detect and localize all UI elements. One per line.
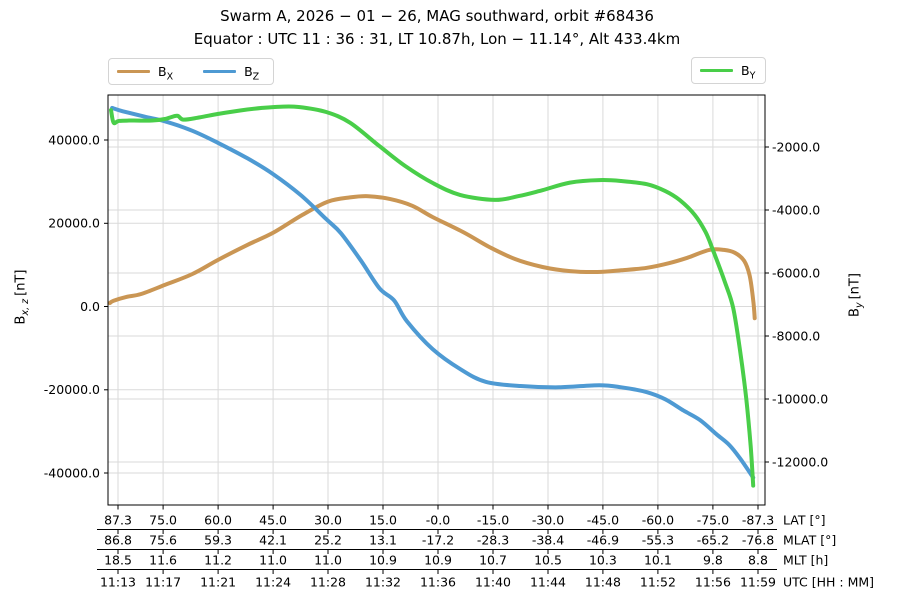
- grid: [108, 95, 765, 505]
- bottom-tick-label-lat: 45.0: [259, 512, 287, 527]
- legend-label-x: BX: [158, 64, 174, 83]
- legend-swatch-y: [700, 68, 733, 73]
- bz-curve: [110, 105, 756, 480]
- bottom-tick-label-mlt: 18.5: [104, 552, 132, 567]
- bottom-tick-label-utc: 11:32: [365, 574, 401, 589]
- left-tick-label: 0.0: [80, 299, 100, 314]
- legend-by: BY: [691, 57, 766, 84]
- bottom-tick-label-lat: -15.0: [477, 512, 509, 527]
- left-axis-label-unit: [nT]: [13, 269, 29, 296]
- bottom-row-name: LAT [°]: [783, 512, 825, 527]
- right-tick-label: -8000.0: [772, 328, 820, 343]
- bottom-tick-label-lat: 75.0: [149, 512, 177, 527]
- bottom-tick-label-mlt: 11.6: [149, 552, 177, 567]
- legend-entry-bx: BX: [117, 64, 174, 83]
- bx-curve: [108, 194, 757, 321]
- bottom-tick-label-utc: 11:52: [640, 574, 676, 589]
- bottom-tick-label-lat: -75.0: [697, 512, 729, 527]
- legend-entry-bz: BZ: [203, 64, 260, 83]
- bottom-tick-label-mlt: 11.0: [314, 552, 342, 567]
- bottom-tick-label-mlat: -55.3: [642, 532, 674, 547]
- left-tick-label: 40000.0: [48, 132, 100, 147]
- legend-swatch-z: [203, 69, 237, 74]
- bottom-tick-label-mlat: 86.8: [104, 532, 132, 547]
- right-tick-label: -12000.0: [772, 454, 828, 469]
- bottom-tick-label-lat: -60.0: [642, 512, 674, 527]
- legend-entry-by: BY: [700, 63, 756, 82]
- right-axis-label: By [nT]: [847, 273, 866, 317]
- bottom-tick-label-utc: 11:48: [585, 574, 621, 589]
- bottom-tick-label-mlt: 10.9: [369, 552, 397, 567]
- bottom-tick-label-utc: 11:56: [695, 574, 731, 589]
- right-axis-label-unit: [nT]: [847, 273, 863, 300]
- legend-label-y: BY: [741, 63, 756, 82]
- bottom-tick-label-utc: 11:59: [740, 574, 776, 589]
- bottom-tick-label-lat: 15.0: [369, 512, 397, 527]
- bottom-tick-label-utc: 11:17: [145, 574, 181, 589]
- right-tick-label: -10000.0: [772, 391, 828, 406]
- right-tick-label: -2000.0: [772, 139, 820, 154]
- bottom-tick-label-lat: -45.0: [587, 512, 619, 527]
- bottom-tick-label-lat: 30.0: [314, 512, 342, 527]
- bottom-tick-label-mlat: 13.1: [369, 532, 397, 547]
- chart-title: Swarm A, 2026 − 01 − 26, MAG southward, …: [220, 7, 654, 25]
- bottom-tick-label-mlat: 25.2: [314, 532, 342, 547]
- right-tick-label: -6000.0: [772, 265, 820, 280]
- bottom-tick-label-utc: 11:28: [310, 574, 346, 589]
- legend-swatch-x: [117, 69, 150, 74]
- bottom-tick-label-mlt: 10.7: [479, 552, 507, 567]
- bottom-tick-label-mlat: -76.8: [742, 532, 774, 547]
- bottom-tick-label-mlat: -65.2: [697, 532, 729, 547]
- left-axis-label: Bx, z [nT]: [13, 269, 32, 325]
- bottom-tick-label-utc: 11:40: [475, 574, 511, 589]
- bottom-tick-label-mlt: 10.3: [589, 552, 617, 567]
- right-tick-label: -4000.0: [772, 202, 820, 217]
- legend-bx-bz: BX BZ: [108, 58, 274, 85]
- bottom-tick-label-lat: 87.3: [104, 512, 132, 527]
- bottom-tick-label-mlat: -38.4: [532, 532, 564, 547]
- bottom-tick-label-mlt: 11.0: [259, 552, 287, 567]
- bottom-tick-label-mlt: 11.2: [204, 552, 232, 567]
- bottom-row-name: MLAT [°]: [783, 532, 836, 547]
- bottom-tick-label-mlat: 42.1: [259, 532, 287, 547]
- bottom-tick-label-utc: 11:36: [420, 574, 456, 589]
- bottom-tick-label-mlt: 10.1: [644, 552, 672, 567]
- plot-spines: [107, 94, 766, 506]
- left-tick-label: -20000.0: [44, 382, 100, 397]
- bottom-tick-label-lat: -87.3: [742, 512, 774, 527]
- bottom-tick-label-mlt: 9.8: [703, 552, 723, 567]
- bottom-tick-label-mlt: 8.8: [748, 552, 768, 567]
- chart-subtitle: Equator : UTC 11 : 36 : 31, LT 10.87h, L…: [193, 30, 681, 48]
- left-axis-label-base: B: [13, 315, 29, 325]
- left-tick-label: -40000.0: [44, 465, 100, 480]
- bottom-tick-label-mlat: -46.9: [587, 532, 619, 547]
- bottom-tick-label-utc: 11:24: [255, 574, 291, 589]
- bottom-tick-label-mlat: 75.6: [149, 532, 177, 547]
- bottom-tick-label-lat: 60.0: [204, 512, 232, 527]
- bottom-tick-label-mlt: 10.5: [534, 552, 562, 567]
- by-curve: [109, 104, 756, 488]
- left-tick-label: 20000.0: [48, 216, 100, 231]
- right-axis-label-base: B: [847, 308, 863, 317]
- bottom-tick-label-mlat: -17.2: [422, 532, 454, 547]
- bottom-tick-label-mlat: -28.3: [477, 532, 509, 547]
- bottom-tick-label-mlat: 59.3: [204, 532, 232, 547]
- bottom-tick-label-utc: 11:13: [100, 574, 136, 589]
- right-axis-label-sub: y: [854, 302, 866, 309]
- bottom-tick-label-mlt: 10.9: [424, 552, 452, 567]
- tick-marks: [104, 139, 769, 574]
- left-axis-label-sub: x, z: [20, 298, 32, 316]
- bottom-row-name: MLT [h]: [783, 552, 828, 567]
- bottom-tick-label-lat: -0.0: [426, 512, 450, 527]
- bottom-tick-label-lat: -30.0: [532, 512, 564, 527]
- bottom-tick-label-utc: 11:44: [530, 574, 566, 589]
- bottom-tick-label-utc: 11:21: [200, 574, 236, 589]
- legend-label-z: BZ: [244, 64, 260, 83]
- bottom-row-name: UTC [HH : MM]: [783, 574, 874, 589]
